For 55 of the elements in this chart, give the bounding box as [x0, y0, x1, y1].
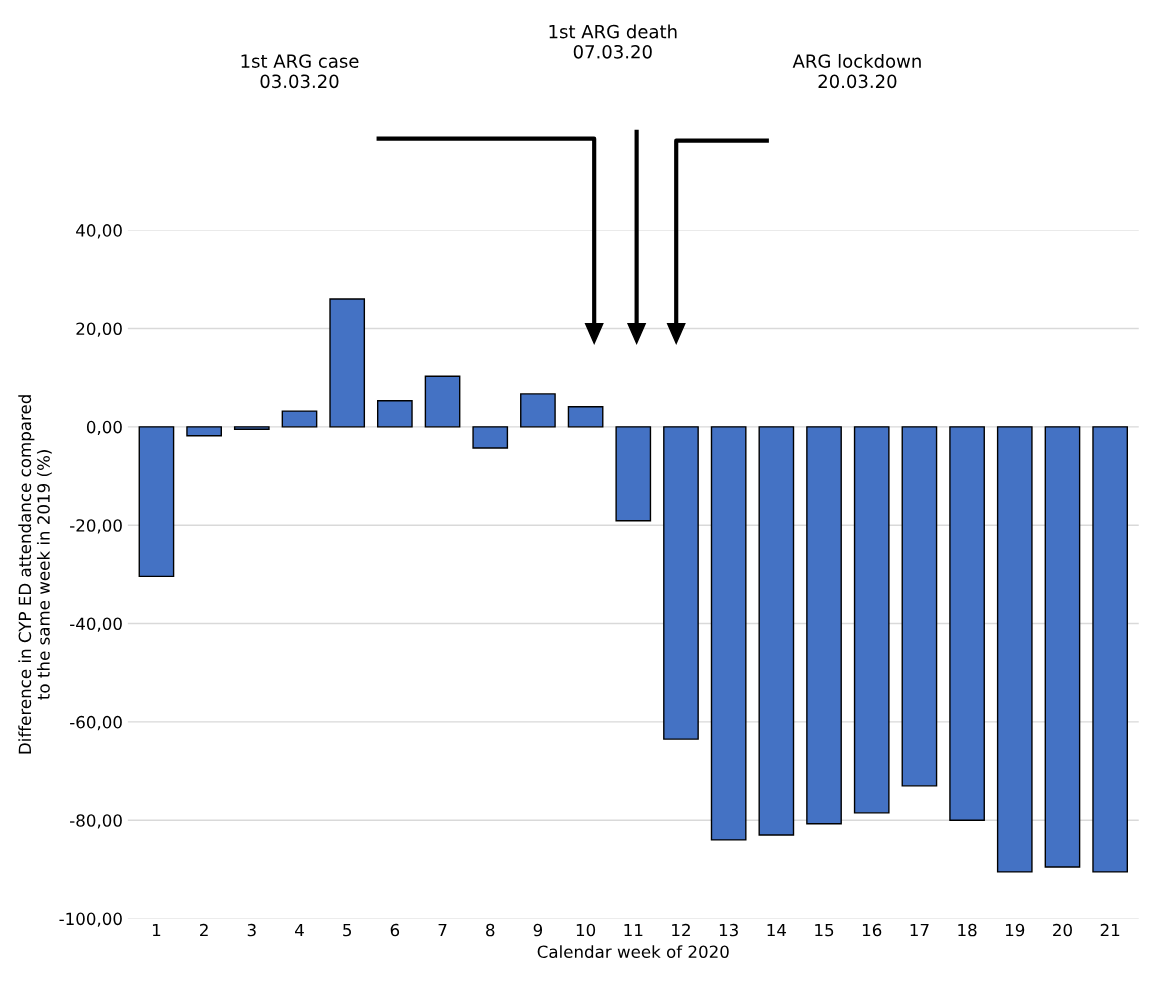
- bar: [758, 426, 795, 836]
- bar: [281, 410, 318, 428]
- x-tick-label: 4: [295, 923, 304, 937]
- y-tick-label: -20,00: [70, 519, 122, 534]
- x-tick-label: 3: [247, 923, 256, 937]
- y-tick-label: 40,00: [76, 224, 122, 239]
- x-tick-label: 6: [390, 923, 400, 937]
- bar: [615, 426, 652, 522]
- bar: [424, 375, 461, 428]
- bar: [901, 426, 938, 787]
- x-tick-label: 1: [152, 923, 161, 937]
- y-tick-label: 20,00: [76, 322, 122, 337]
- x-tick-label: 8: [486, 923, 495, 937]
- x-tick-label: 18: [958, 923, 977, 937]
- y-tick-label: -40,00: [70, 617, 122, 632]
- y-axis-title: Difference in CYP ED attendance compared to the same week in 2019 (%): [18, 395, 52, 754]
- bar: [138, 426, 175, 578]
- bar: [710, 426, 747, 841]
- bar: [472, 426, 509, 449]
- x-tick-label: 17: [910, 923, 929, 937]
- bar: [186, 426, 222, 437]
- text: 1st ARG death 07.03.20: [549, 24, 677, 59]
- bar: [663, 426, 699, 740]
- text: 1st ARG case 03.03.20: [241, 54, 359, 89]
- x-tick-label: 14: [767, 923, 787, 937]
- bar: [233, 426, 270, 430]
- bar: [853, 426, 890, 814]
- bar: [520, 393, 556, 428]
- text: ARG lockdown 20.03.20: [792, 53, 921, 89]
- x-axis-title: Calendar week of 2020: [537, 945, 729, 959]
- bar: [1092, 426, 1129, 873]
- bar: [996, 426, 1033, 873]
- x-tick-label: 21: [1100, 923, 1120, 937]
- x-tick-label: 11: [624, 923, 643, 937]
- bar: [806, 426, 842, 825]
- y-tick-label: -60,00: [70, 715, 122, 731]
- x-tick-label: 5: [343, 923, 352, 937]
- x-tick-label: 10: [576, 923, 596, 937]
- y-tick-label: -100,00: [59, 912, 122, 927]
- x-tick-label: 20: [1053, 923, 1072, 937]
- x-tick-label: 13: [719, 923, 738, 937]
- bar: [376, 400, 413, 428]
- bar: [949, 426, 985, 821]
- y-tick-label: 0,00: [86, 420, 122, 436]
- x-tick-label: 9: [533, 923, 543, 937]
- y-tick-label: -80,00: [70, 814, 122, 829]
- x-tick-label: 7: [438, 923, 447, 937]
- x-tick-label: 12: [672, 923, 690, 937]
- bar: [567, 405, 604, 428]
- bar: [329, 298, 366, 428]
- x-tick-label: 16: [862, 923, 882, 937]
- bar: [1044, 426, 1081, 868]
- x-tick-label: 2: [200, 923, 208, 937]
- x-tick-label: 15: [815, 923, 834, 937]
- x-tick-label: 19: [1006, 923, 1025, 937]
